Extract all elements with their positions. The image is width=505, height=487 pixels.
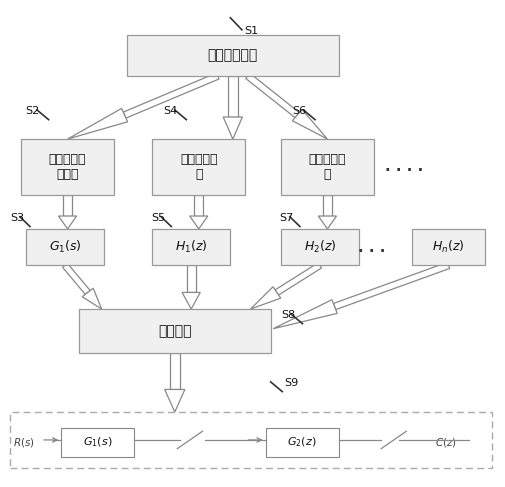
FancyBboxPatch shape: [152, 229, 230, 265]
Text: $R(s)$: $R(s)$: [13, 435, 35, 449]
Polygon shape: [333, 262, 449, 310]
Polygon shape: [194, 195, 203, 216]
Polygon shape: [245, 74, 299, 118]
FancyBboxPatch shape: [280, 229, 358, 265]
Polygon shape: [273, 300, 336, 329]
Polygon shape: [292, 110, 327, 139]
Text: S4: S4: [163, 107, 177, 116]
FancyBboxPatch shape: [280, 139, 373, 195]
Text: S7: S7: [279, 213, 293, 223]
Text: $H_1(z)$: $H_1(z)$: [175, 239, 207, 255]
Polygon shape: [169, 353, 179, 390]
Polygon shape: [322, 195, 331, 216]
Text: S6: S6: [291, 107, 306, 116]
Text: $G_2(z)$: $G_2(z)$: [287, 436, 316, 450]
Polygon shape: [223, 117, 242, 139]
FancyBboxPatch shape: [10, 412, 491, 468]
Text: S2: S2: [25, 107, 39, 116]
Text: S3: S3: [10, 213, 24, 223]
FancyBboxPatch shape: [265, 428, 338, 457]
Polygon shape: [318, 216, 336, 229]
Polygon shape: [189, 216, 208, 229]
Polygon shape: [59, 216, 76, 229]
Polygon shape: [82, 288, 102, 309]
Text: $H_n(z)$: $H_n(z)$: [431, 239, 464, 255]
FancyBboxPatch shape: [26, 229, 104, 265]
Text: 合并单元模
型: 合并单元模 型: [180, 153, 217, 181]
Polygon shape: [186, 265, 195, 293]
Text: 模型参数获取: 模型参数获取: [207, 48, 258, 62]
Text: S5: S5: [151, 213, 165, 223]
Polygon shape: [182, 293, 200, 309]
Text: $G_1(s)$: $G_1(s)$: [48, 239, 81, 255]
FancyBboxPatch shape: [152, 139, 245, 195]
Polygon shape: [164, 390, 184, 412]
Polygon shape: [63, 195, 72, 216]
Text: . . . .: . . . .: [384, 159, 423, 174]
Text: $H_2(z)$: $H_2(z)$: [303, 239, 335, 255]
Text: S8: S8: [280, 310, 294, 320]
FancyBboxPatch shape: [127, 35, 338, 76]
Text: . . .: . . .: [357, 240, 384, 255]
Polygon shape: [275, 263, 321, 295]
Polygon shape: [68, 109, 127, 139]
Text: 通讯线路模
型: 通讯线路模 型: [308, 153, 345, 181]
Polygon shape: [123, 73, 219, 118]
Text: S1: S1: [243, 26, 258, 36]
FancyBboxPatch shape: [61, 428, 134, 457]
FancyBboxPatch shape: [21, 139, 114, 195]
Text: 电子式互感
器模型: 电子式互感 器模型: [48, 153, 86, 181]
FancyBboxPatch shape: [411, 229, 484, 265]
Text: $G_1(s)$: $G_1(s)$: [83, 436, 112, 450]
Text: S9: S9: [284, 378, 298, 388]
FancyBboxPatch shape: [79, 309, 270, 353]
Polygon shape: [227, 76, 237, 117]
Polygon shape: [250, 287, 280, 309]
Text: 模型处理: 模型处理: [158, 324, 191, 338]
Polygon shape: [63, 263, 90, 294]
Text: $C(z)$: $C(z)$: [434, 435, 456, 449]
